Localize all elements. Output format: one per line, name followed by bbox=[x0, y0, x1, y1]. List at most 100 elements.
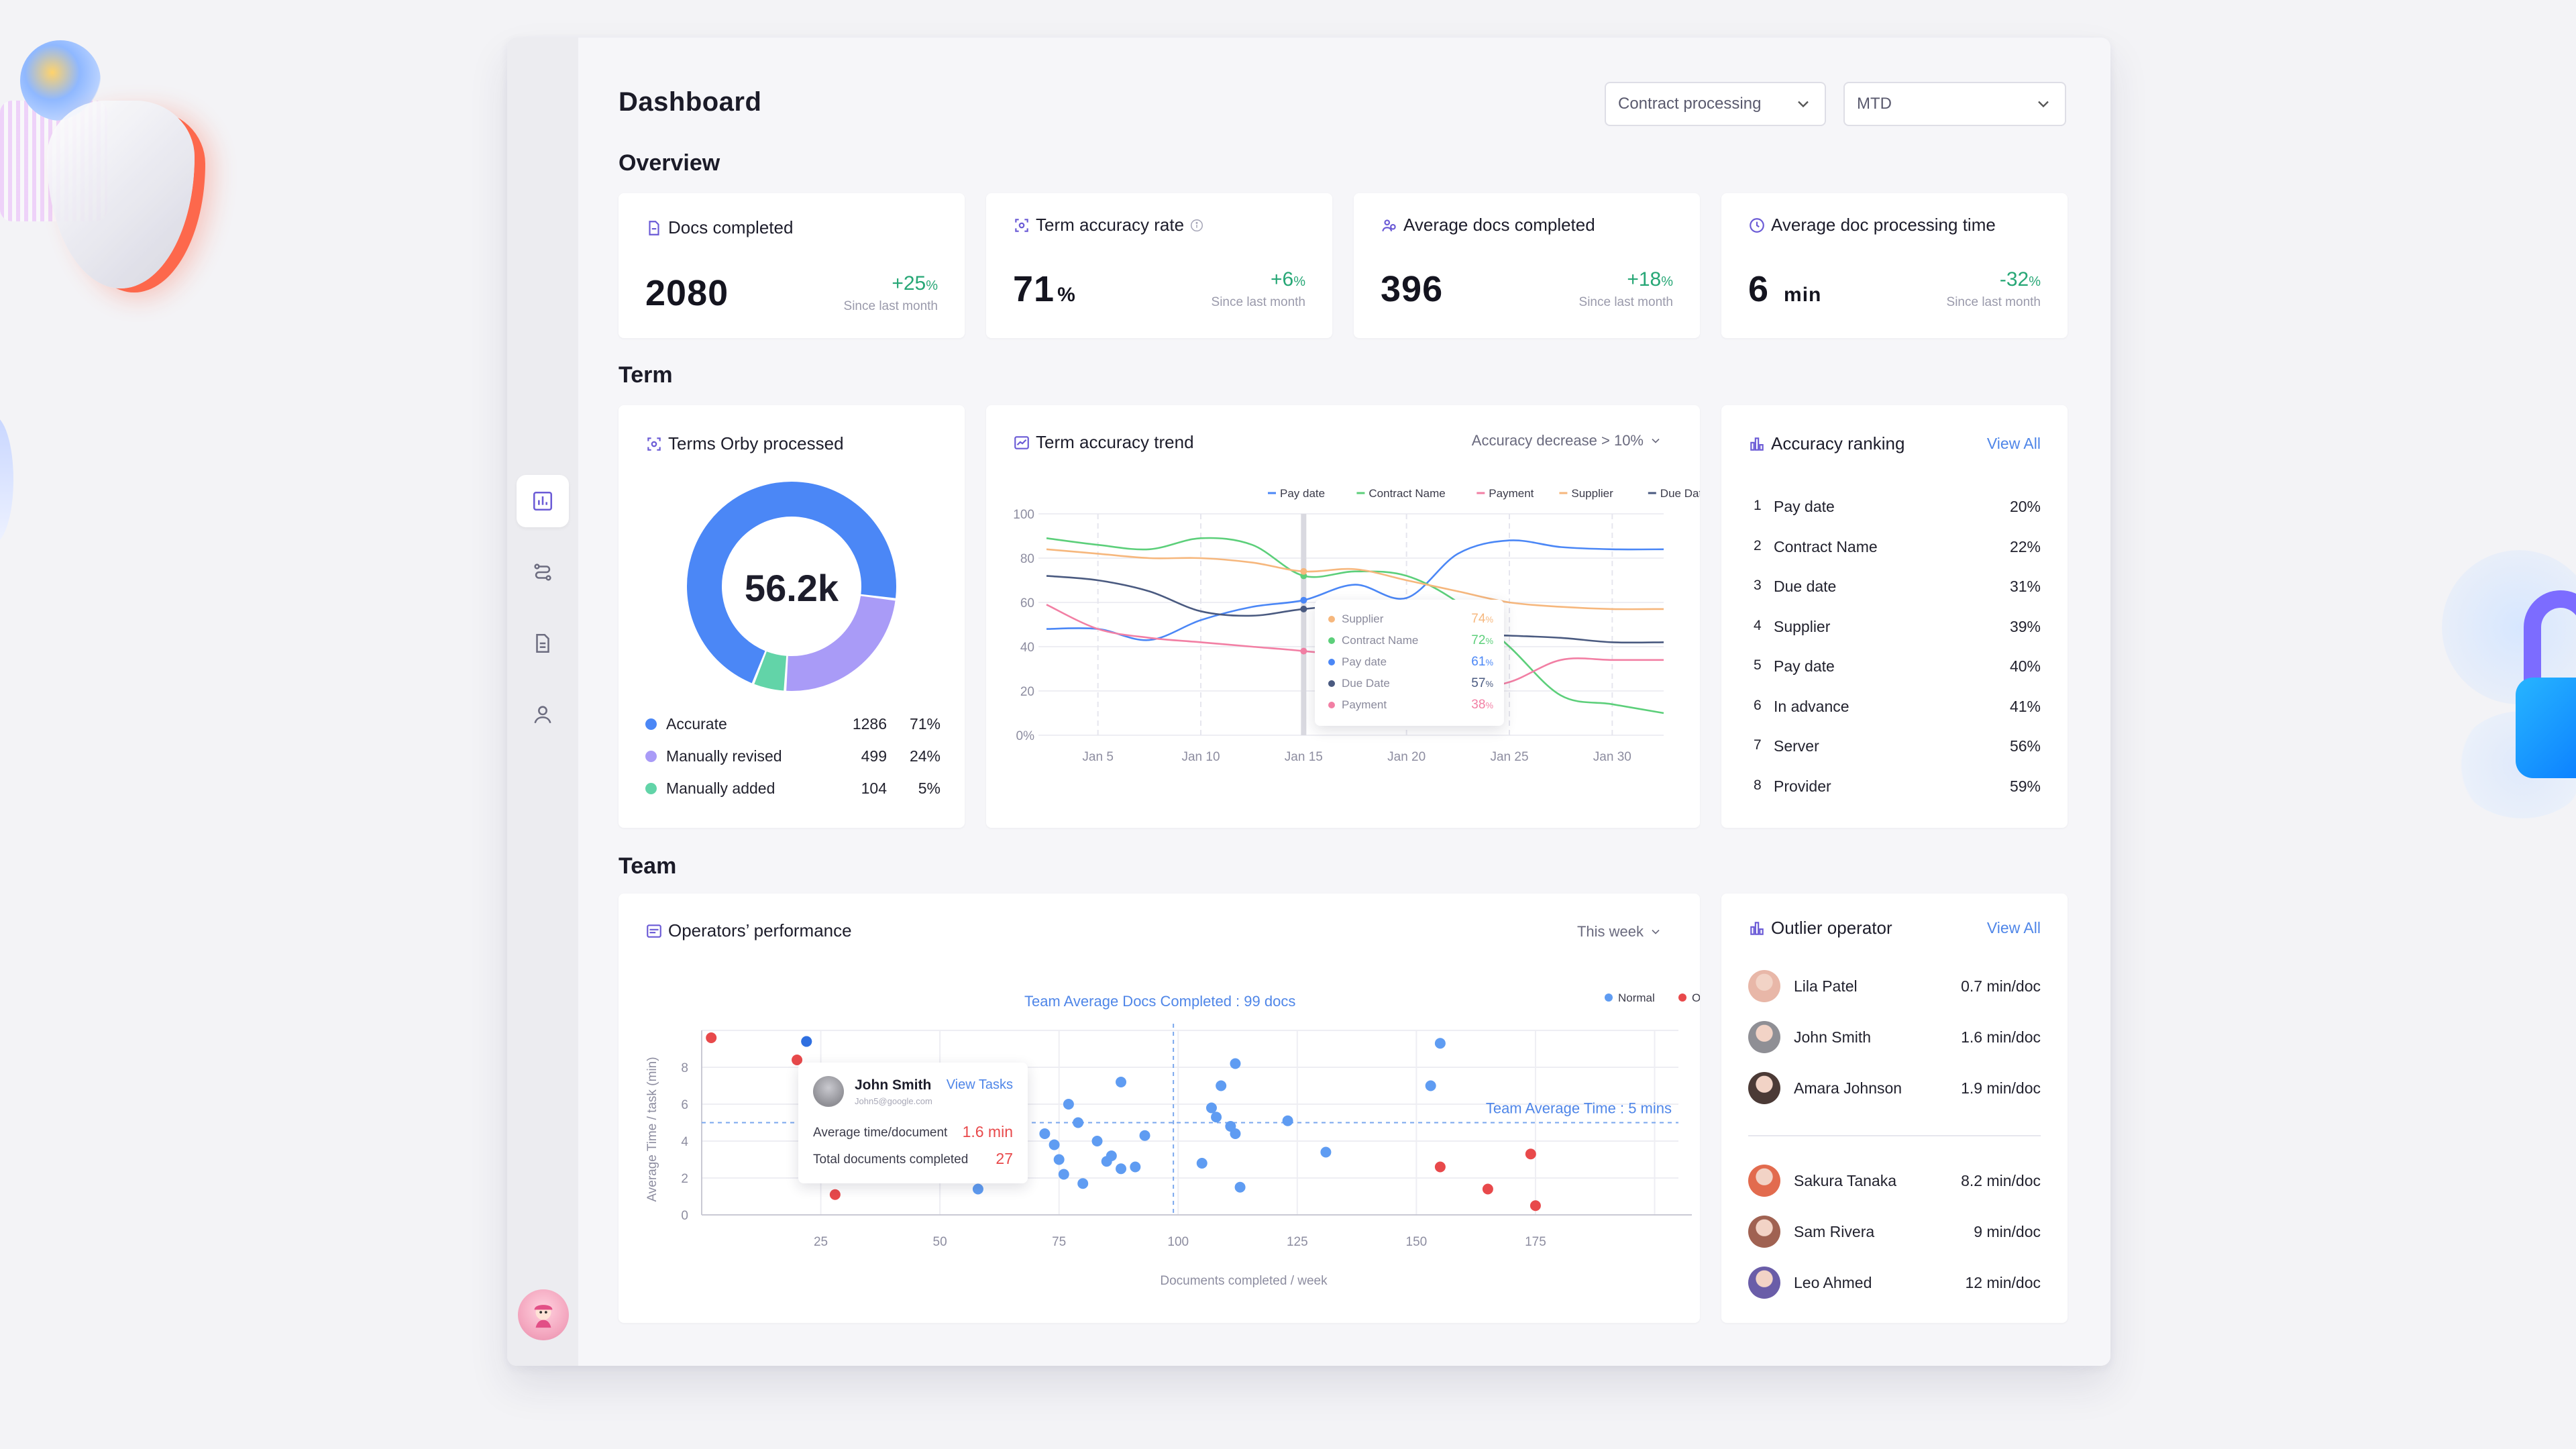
x-axis-label: Documents completed / week bbox=[1160, 1274, 1328, 1288]
trend-tooltip-value: 57% bbox=[1471, 676, 1493, 691]
legend-item: Payment bbox=[1477, 487, 1534, 500]
scatter-point[interactable] bbox=[1230, 1128, 1241, 1139]
outlier-operator-row[interactable]: Sakura Tanaka 8.2 min/doc bbox=[1748, 1162, 2041, 1199]
nav-users[interactable] bbox=[517, 688, 569, 741]
ranking-term-name: Provider bbox=[1774, 777, 1831, 795]
series-point bbox=[1300, 568, 1307, 575]
decorative-shield-icon bbox=[47, 101, 195, 288]
scatter-point[interactable] bbox=[1058, 1169, 1069, 1180]
ranking-term-name: Contract Name bbox=[1774, 537, 1878, 555]
scatter-point[interactable] bbox=[1230, 1058, 1241, 1069]
trend-tooltip-value: 61% bbox=[1471, 655, 1493, 669]
ranking-view-all-link[interactable]: View All bbox=[1986, 435, 2041, 452]
scatter-point[interactable] bbox=[1139, 1130, 1150, 1141]
scatter-point[interactable] bbox=[1053, 1154, 1065, 1165]
y-tick-label: 20 bbox=[1020, 685, 1034, 699]
process-select-value: Contract processing bbox=[1618, 95, 1762, 113]
outlier-view-all-link[interactable]: View All bbox=[1986, 919, 2041, 936]
scatter-point[interactable] bbox=[1211, 1112, 1222, 1123]
outlier-operator-row[interactable]: Lila Patel 0.7 min/doc bbox=[1748, 967, 2041, 1005]
kpi-number: 2080 bbox=[645, 273, 729, 313]
scatter-point[interactable] bbox=[1196, 1158, 1208, 1169]
scatter-point[interactable] bbox=[1234, 1181, 1246, 1193]
trend-tooltip-label: Pay date bbox=[1342, 655, 1387, 668]
ranking-row[interactable]: 6 In advance 41% bbox=[1754, 698, 2041, 716]
scatter-point-outlier[interactable] bbox=[1525, 1148, 1536, 1160]
scatter-point-outlier[interactable] bbox=[1529, 1200, 1541, 1212]
outlier-operator-row[interactable]: John Smith 1.6 min/doc bbox=[1748, 1018, 2041, 1056]
scatter-point-outlier[interactable] bbox=[1482, 1183, 1493, 1195]
scatter-point[interactable] bbox=[1216, 1080, 1227, 1091]
divider bbox=[1748, 1135, 2041, 1136]
kpi-number: 71 bbox=[1013, 269, 1055, 309]
x-tick-label: Jan 20 bbox=[1387, 750, 1426, 764]
outlier-operator-row[interactable]: Leo Ahmed 12 min/doc bbox=[1748, 1264, 2041, 1301]
legend-label: Due Date bbox=[1660, 487, 1700, 500]
trend-tooltip-label: Payment bbox=[1342, 698, 1387, 711]
scatter-point-selected[interactable] bbox=[801, 1036, 812, 1047]
kpi-card-docs-completed: Docs completed 2080 +25% Since last mont… bbox=[619, 193, 965, 338]
period-filter-dropdown[interactable]: This week bbox=[1577, 923, 1662, 941]
view-tasks-link[interactable]: View Tasks bbox=[946, 1077, 1013, 1092]
nav-documents[interactable] bbox=[517, 617, 569, 669]
x-tick-label: 50 bbox=[933, 1235, 947, 1249]
ranking-value: 56% bbox=[2009, 737, 2041, 755]
scatter-point[interactable] bbox=[1049, 1139, 1060, 1150]
scatter-point[interactable] bbox=[1106, 1150, 1117, 1161]
ranking-row[interactable]: 2 Contract Name 22% bbox=[1754, 538, 2041, 556]
process-select[interactable]: Contract processing bbox=[1605, 82, 1826, 126]
accuracy-filter-dropdown[interactable]: Accuracy decrease > 10% bbox=[1472, 432, 1662, 449]
scatter-point[interactable] bbox=[972, 1183, 983, 1195]
scatter-point[interactable] bbox=[1205, 1102, 1217, 1114]
y-tick-label: 8 bbox=[681, 1061, 688, 1075]
ranking-row[interactable]: 7 Server 56% bbox=[1754, 737, 2041, 755]
ranking-value: 39% bbox=[2009, 617, 2041, 635]
operator-time: 1.9 min/doc bbox=[1961, 1079, 2041, 1097]
kpi-change: +25% bbox=[892, 272, 938, 295]
scatter-point[interactable] bbox=[1282, 1115, 1293, 1126]
legend-pct: 71% bbox=[909, 715, 941, 733]
ranking-row[interactable]: 5 Pay date 40% bbox=[1754, 657, 2041, 676]
scatter-point[interactable] bbox=[1130, 1161, 1141, 1173]
outlier-operator-row[interactable]: Sam Rivera 9 min/doc bbox=[1748, 1213, 2041, 1250]
x-tick-label: 175 bbox=[1525, 1235, 1546, 1249]
scatter-point[interactable] bbox=[1077, 1178, 1089, 1189]
ranking-row[interactable]: 8 Provider 59% bbox=[1754, 777, 2041, 796]
period-select[interactable]: MTD bbox=[1843, 82, 2066, 126]
x-tick-label: Jan 15 bbox=[1285, 750, 1323, 764]
legend-dot bbox=[1605, 994, 1613, 1002]
scatter-point[interactable] bbox=[1320, 1146, 1332, 1158]
scatter-point[interactable] bbox=[1425, 1080, 1436, 1091]
info-icon[interactable] bbox=[1189, 218, 1204, 233]
period-select-value: MTD bbox=[1857, 95, 1892, 113]
scatter-point[interactable] bbox=[1116, 1163, 1127, 1175]
scatter-point[interactable] bbox=[1116, 1077, 1127, 1087]
scatter-point[interactable] bbox=[1091, 1136, 1103, 1146]
scatter-point-outlier[interactable] bbox=[706, 1032, 717, 1043]
nav-dashboard[interactable] bbox=[517, 475, 569, 527]
scan-icon bbox=[1015, 218, 1028, 232]
kpi-change: -32% bbox=[2000, 268, 2041, 291]
scatter-point-outlier[interactable] bbox=[1434, 1161, 1446, 1173]
outlier-operator-row[interactable]: Amara Johnson 1.9 min/doc bbox=[1748, 1069, 2041, 1107]
kpi-value: 6 min bbox=[1748, 268, 1821, 310]
scatter-point[interactable] bbox=[1063, 1099, 1074, 1110]
kpi-title: Term accuracy rate bbox=[1013, 215, 1204, 235]
user-avatar[interactable] bbox=[518, 1289, 569, 1340]
ranking-number: 4 bbox=[1754, 617, 1762, 633]
scatter-point[interactable] bbox=[1434, 1038, 1446, 1049]
ranking-row[interactable]: 1 Pay date 20% bbox=[1754, 498, 2041, 516]
tooltip-row-value: 27 bbox=[996, 1150, 1013, 1167]
scatter-point[interactable] bbox=[1039, 1128, 1051, 1139]
scatter-point[interactable] bbox=[1073, 1117, 1084, 1128]
kpi-number: 396 bbox=[1381, 269, 1444, 309]
kpi-since: Since last month bbox=[1946, 295, 2041, 309]
ranking-row[interactable]: 4 Supplier 39% bbox=[1754, 618, 2041, 636]
ranking-row[interactable]: 3 Due date 31% bbox=[1754, 578, 2041, 596]
ranking-term-name: Due date bbox=[1774, 578, 1837, 595]
legend-label: Manually revised bbox=[666, 747, 782, 765]
trend-tooltip-unit: % bbox=[1485, 679, 1493, 689]
scatter-point-outlier[interactable] bbox=[792, 1055, 803, 1065]
scatter-point-outlier[interactable] bbox=[829, 1189, 841, 1200]
nav-workflows[interactable] bbox=[517, 546, 569, 598]
